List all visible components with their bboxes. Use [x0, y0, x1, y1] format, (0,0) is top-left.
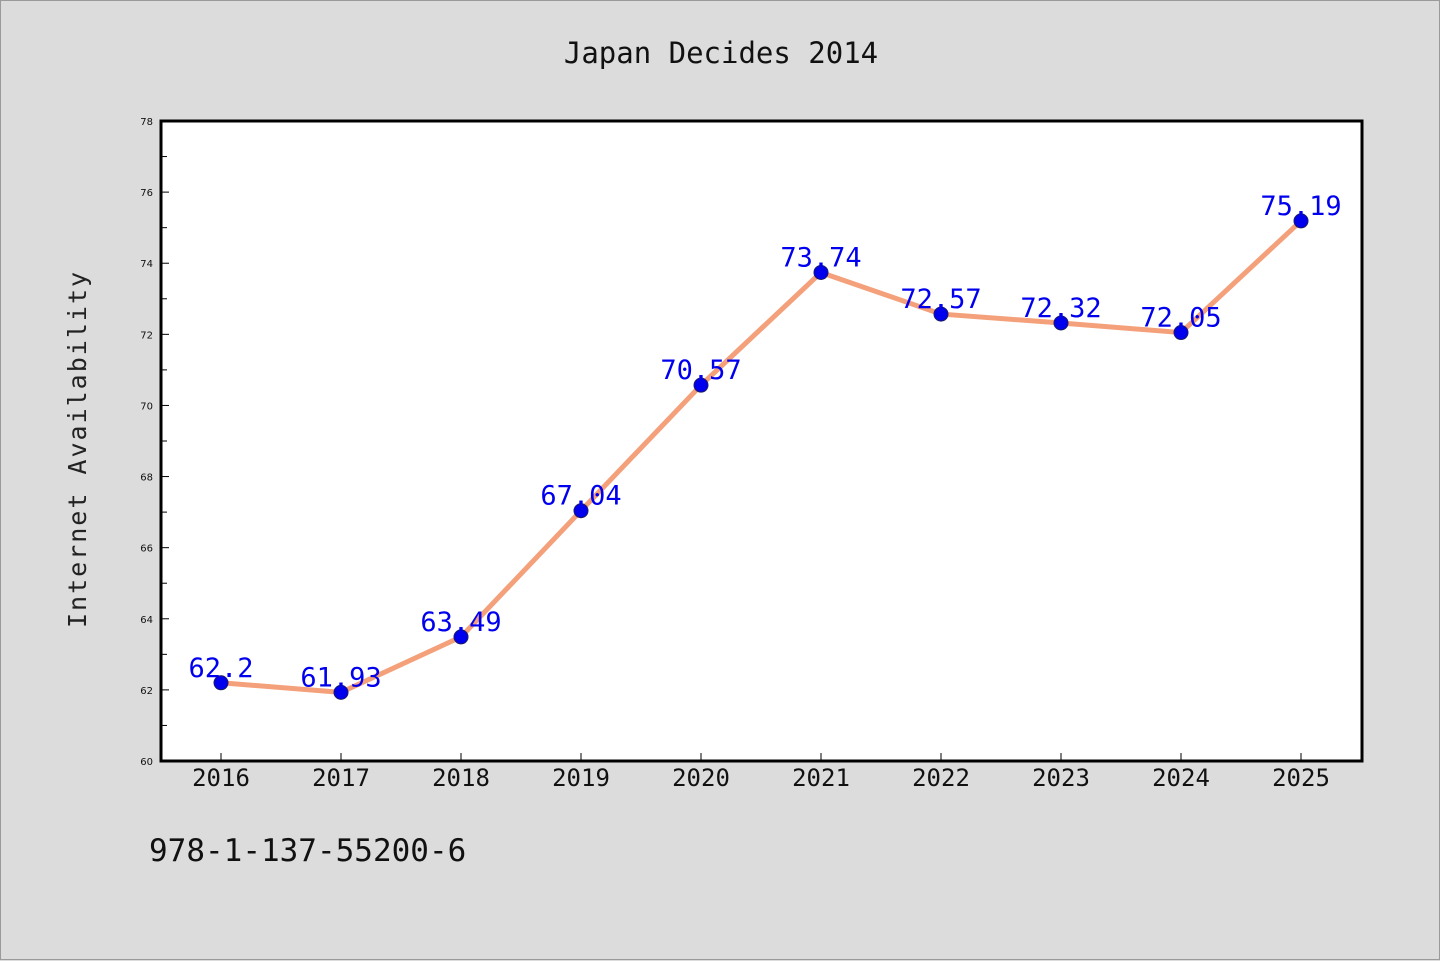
data-point [213, 675, 229, 691]
x-tick-label: 2023 [1032, 764, 1090, 792]
data-point [1293, 213, 1309, 229]
data-point [1173, 325, 1189, 341]
data-label: 72.05 [1140, 303, 1221, 334]
data-label: 63.49 [420, 607, 501, 638]
data-label: 75.19 [1260, 191, 1341, 222]
data-point [813, 264, 829, 280]
data-label: 62.2 [188, 653, 253, 684]
data-label: 70.57 [660, 355, 741, 386]
data-label: 61.93 [300, 662, 381, 693]
data-point [333, 684, 349, 700]
isbn-footnote: 978-1-137-55200-6 [149, 833, 467, 869]
x-tick-label: 2024 [1152, 764, 1210, 792]
y-axis-ticks: 60 62 64 66 68 70 72 74 76 78 [140, 117, 169, 768]
y-tick-label: 66 [140, 544, 153, 555]
data-point [573, 503, 589, 519]
y-tick-label: 68 [140, 473, 153, 484]
x-tick-label: 2021 [792, 764, 850, 792]
data-label: 73.74 [780, 242, 861, 273]
chart-title: Japan Decides 2014 [564, 36, 878, 70]
y-tick-label: 72 [140, 330, 153, 341]
y-tick-label: 70 [140, 401, 153, 412]
data-point [693, 377, 709, 393]
y-tick-label: 62 [140, 686, 153, 697]
y-tick-label: 74 [140, 259, 153, 270]
y-axis-label: Internet Availability [63, 270, 92, 628]
x-tick-label: 2016 [192, 764, 250, 792]
series-layer [213, 213, 1309, 700]
data-point [1053, 315, 1069, 331]
data-labels-layer: 62.2 61.93 63.49 67.04 70.57 73.74 72.57 72.32 7… [188, 191, 1341, 693]
x-tick-label: 2017 [312, 764, 370, 792]
x-tick-label: 2020 [672, 764, 730, 792]
x-tick-label: 2018 [432, 764, 490, 792]
data-point [453, 629, 469, 645]
y-tick-label: 64 [140, 615, 153, 626]
data-label: 67.04 [540, 481, 621, 512]
plot-area [159, 119, 1364, 763]
series-line [218, 218, 1304, 695]
y-tick-label: 78 [140, 117, 153, 128]
x-axis-ticks: 2016 2017 2018 2019 2020 2021 2022 2023 2024 2025 [192, 753, 1330, 792]
data-label: 72.57 [900, 284, 981, 315]
data-point [933, 306, 949, 322]
x-tick-label: 2022 [912, 764, 970, 792]
y-tick-label: 60 [140, 757, 153, 768]
x-tick-label: 2025 [1272, 764, 1330, 792]
data-label: 72.32 [1020, 293, 1101, 324]
x-tick-label: 2019 [552, 764, 610, 792]
y-tick-label: 76 [140, 188, 153, 199]
